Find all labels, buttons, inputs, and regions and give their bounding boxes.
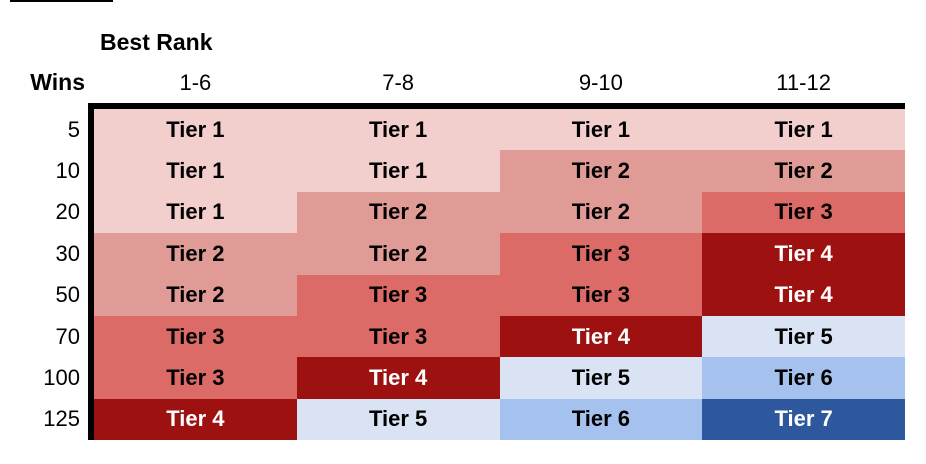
- tier-cell-wins-20-rank-7-8: Tier 2: [296, 191, 500, 234]
- row-label-wins-20: 20: [55, 199, 80, 225]
- tier-cell-wins-30-rank-11-12: Tier 4: [702, 233, 905, 275]
- tier-cell-wins-100-rank-1-6: Tier 3: [94, 357, 297, 399]
- tier-cell-wins-70-rank-1-6: Tier 3: [94, 315, 297, 358]
- tier-cell-wins-30-rank-7-8: Tier 2: [296, 233, 500, 275]
- tier-cell-wins-10-rank-7-8: Tier 1: [296, 150, 500, 192]
- tier-cell-wins-100-rank-11-12: Tier 6: [702, 357, 905, 399]
- row-label-wins-125: 125: [43, 406, 80, 432]
- tier-cell-wins-100-rank-7-8: Tier 4: [296, 357, 500, 399]
- tier-cell-wins-125-rank-7-8: Tier 5: [296, 398, 500, 440]
- tier-cell-wins-125-rank-1-6: Tier 4: [94, 398, 297, 440]
- tier-cell-wins-20-rank-11-12: Tier 3: [702, 191, 905, 234]
- tier-cell-wins-10-rank-1-6: Tier 1: [94, 150, 297, 192]
- row-label-wins-30: 30: [55, 240, 80, 266]
- row-label-wins-50: 50: [55, 282, 80, 308]
- tier-cell-wins-30-rank-9-10: Tier 3: [499, 233, 703, 275]
- column-headers: 1-6 7-8 9-10 11-12: [94, 68, 905, 98]
- tier-cell-wins-70-rank-11-12: Tier 5: [702, 315, 905, 358]
- tier-cell-wins-70-rank-9-10: Tier 4: [499, 315, 703, 358]
- wins-axis-label: Wins: [30, 69, 85, 95]
- column-header-rank-11-12: 11-12: [776, 70, 831, 95]
- tier-cell-wins-30-rank-1-6: Tier 2: [94, 233, 297, 275]
- tier-cell-wins-50-rank-11-12: Tier 4: [702, 274, 905, 316]
- tier-cell-wins-10-rank-9-10: Tier 2: [499, 150, 703, 192]
- tier-cell-wins-10-rank-11-12: Tier 2: [702, 150, 905, 192]
- row-label-wins-10: 10: [55, 158, 80, 184]
- row-label-wins-100: 100: [43, 364, 80, 390]
- column-header-rank-9-10: 9-10: [578, 70, 623, 95]
- tier-cell-wins-20-rank-9-10: Tier 2: [499, 191, 703, 234]
- tier-cell-wins-50-rank-9-10: Tier 3: [499, 274, 703, 316]
- tier-cell-wins-5-rank-11-12: Tier 1: [702, 109, 905, 151]
- row-label-wins-70: 70: [55, 323, 80, 349]
- tier-cell-wins-5-rank-9-10: Tier 1: [499, 109, 703, 151]
- tier-cell-wins-5-rank-7-8: Tier 1: [296, 109, 500, 151]
- row-label-wins-5: 5: [67, 116, 80, 142]
- tier-cell-wins-70-rank-7-8: Tier 3: [296, 315, 500, 358]
- column-header-rank-7-8: 7-8: [382, 70, 415, 95]
- best-rank-group-header: Best Rank: [100, 29, 213, 55]
- tier-cell-wins-5-rank-1-6: Tier 1: [94, 109, 297, 151]
- row-labels: 5 10 20 30 50 70 100 125: [0, 109, 82, 440]
- tier-cell-wins-100-rank-9-10: Tier 5: [499, 357, 703, 399]
- tier-cell-wins-20-rank-1-6: Tier 1: [94, 191, 297, 234]
- tier-cell-wins-50-rank-1-6: Tier 2: [94, 274, 297, 316]
- tier-table: Tier 1 Tier 1 Tier 1 Tier 1 Tier 1 Tier 1 Tier…: [88, 103, 905, 440]
- column-header-rank-1-6: 1-6: [179, 70, 212, 95]
- tier-cell-wins-50-rank-7-8: Tier 3: [296, 274, 500, 316]
- tier-cell-wins-125-rank-9-10: Tier 6: [499, 398, 703, 440]
- tier-cell-wins-125-rank-11-12: Tier 7: [702, 398, 905, 440]
- top-edge-line: [10, 0, 113, 2]
